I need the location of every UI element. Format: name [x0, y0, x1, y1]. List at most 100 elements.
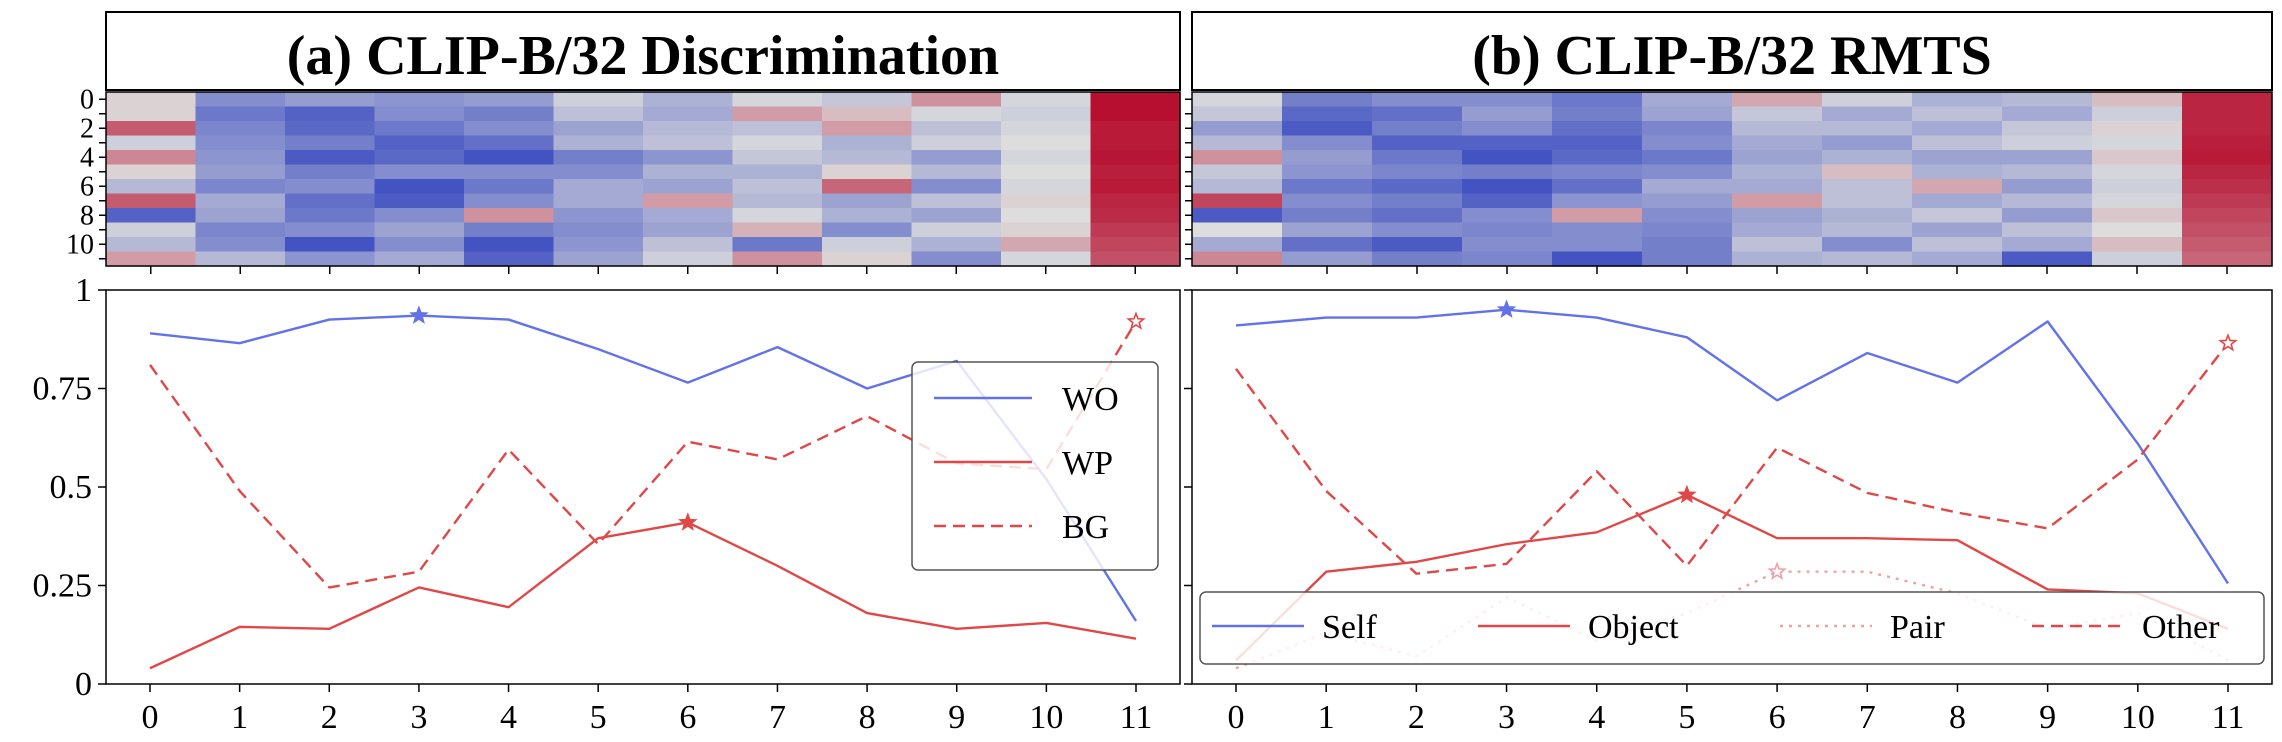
heatmap-cell	[1192, 222, 1283, 238]
peak-star-other	[2218, 332, 2238, 352]
heatmap-cell	[1822, 222, 1913, 238]
heatmap-cell	[1552, 92, 1643, 108]
peak-star-pair	[1767, 561, 1787, 580]
heatmap-cell	[1192, 237, 1283, 253]
heatmap-cell	[911, 92, 1002, 108]
heatmap-cell	[911, 106, 1002, 122]
heatmap-cell	[2092, 106, 2183, 122]
heatmap-cell	[911, 251, 1002, 267]
xtick-label: 3	[1498, 699, 1515, 736]
xtick-label: 6	[679, 699, 696, 736]
heatmap-cell	[374, 222, 465, 238]
heatmap-cell	[2002, 193, 2093, 209]
xtick-label: 0	[142, 699, 159, 736]
heatmap-cell	[822, 164, 913, 180]
heatmap-cell	[822, 150, 913, 166]
xtick-label: 10	[2121, 699, 2155, 736]
heatmap-cell	[1001, 251, 1092, 267]
heatmap-ytick-label: 8	[80, 200, 94, 231]
heatmap-cell	[732, 150, 823, 166]
heatmap-cell	[374, 164, 465, 180]
heatmap-cell	[1372, 106, 1463, 122]
heatmap-cell	[2092, 121, 2183, 137]
heatmap-cell	[195, 208, 286, 224]
heatmap-cell	[106, 179, 197, 195]
heatmap-cell	[643, 222, 734, 238]
heatmap-cell	[1372, 121, 1463, 137]
heatmap-cell	[2002, 164, 2093, 180]
heatmap-cell	[553, 92, 644, 108]
heatmap-cell	[1462, 208, 1553, 224]
heatmap-cell	[1642, 121, 1733, 137]
xtick-label: 5	[1678, 699, 1695, 736]
ytick-label: 0.25	[33, 568, 93, 605]
xtick-label: 0	[1228, 699, 1245, 736]
heatmap-frame	[105, 91, 1181, 267]
heatmap-cell	[1642, 222, 1733, 238]
heatmap-cell	[1090, 121, 1181, 137]
heatmap-cell	[1552, 150, 1643, 166]
heatmap-cell	[1912, 164, 2003, 180]
heatmap-cell	[464, 92, 555, 108]
heatmap-cell	[1732, 193, 1823, 209]
heatmap-cell	[1732, 179, 1823, 195]
heatmap-cell	[911, 193, 1002, 209]
heatmap-cell	[374, 135, 465, 151]
xtick-label: 9	[948, 699, 965, 736]
heatmap-cell	[2002, 135, 2093, 151]
heatmap-cell	[464, 135, 555, 151]
heatmap-cell	[1732, 251, 1823, 267]
heatmap-cell	[1372, 179, 1463, 195]
heatmap-cell	[1552, 164, 1643, 180]
heatmap-cell	[1001, 193, 1092, 209]
heatmap-cell	[1001, 121, 1092, 137]
heatmap-cell	[2002, 237, 2093, 253]
heatmap-cell	[911, 150, 1002, 166]
heatmap-cell	[374, 237, 465, 253]
heatmap-cell	[2182, 208, 2273, 224]
heatmap-cell	[1001, 106, 1092, 122]
heatmap-cell	[643, 150, 734, 166]
ytick-label: 0	[75, 666, 92, 703]
heatmap-cell	[106, 193, 197, 209]
heatmap-cell	[1642, 208, 1733, 224]
heatmap-cell	[285, 179, 376, 195]
heatmap-cell	[1001, 208, 1092, 224]
xtick-label: 8	[859, 699, 876, 736]
heatmap-cell	[1090, 106, 1181, 122]
heatmap-cell	[1282, 251, 1373, 267]
panel-a-title-box	[105, 11, 1181, 91]
heatmap-cell	[374, 121, 465, 137]
peak-star-object	[1677, 484, 1697, 504]
xtick-label: 11	[1120, 699, 1153, 736]
heatmap-cell	[374, 193, 465, 209]
heatmap-cell	[1090, 237, 1181, 253]
xtick-label: 7	[769, 699, 786, 736]
heatmap-cell	[1642, 150, 1733, 166]
heatmap-cell	[911, 237, 1002, 253]
heatmap-cell	[1822, 92, 1913, 108]
heatmap-cell	[195, 164, 286, 180]
xtick-label: 1	[1318, 699, 1335, 736]
heatmap-cell	[1372, 92, 1463, 108]
heatmap-cell	[1822, 135, 1913, 151]
heatmap-cell	[1372, 135, 1463, 151]
heatmap-cell	[1192, 208, 1283, 224]
ytick-label: 0.5	[50, 469, 93, 506]
heatmap-cell	[1912, 251, 2003, 267]
heatmap-cell	[822, 237, 913, 253]
heatmap-cell	[2002, 106, 2093, 122]
heatmap-cell	[2092, 150, 2183, 166]
peak-star-bg	[1126, 311, 1146, 330]
heatmap-cell	[1822, 251, 1913, 267]
heatmap-cell	[1462, 179, 1553, 195]
heatmap-cell	[1372, 150, 1463, 166]
heatmap-cell	[285, 222, 376, 238]
heatmap-cell	[1822, 106, 1913, 122]
heatmap-cell	[464, 222, 555, 238]
legend-label-other: Other	[2142, 609, 2220, 646]
heatmap-cell	[643, 193, 734, 209]
heatmap-cell	[1912, 237, 2003, 253]
heatmap-ytick-label: 0	[80, 84, 94, 115]
